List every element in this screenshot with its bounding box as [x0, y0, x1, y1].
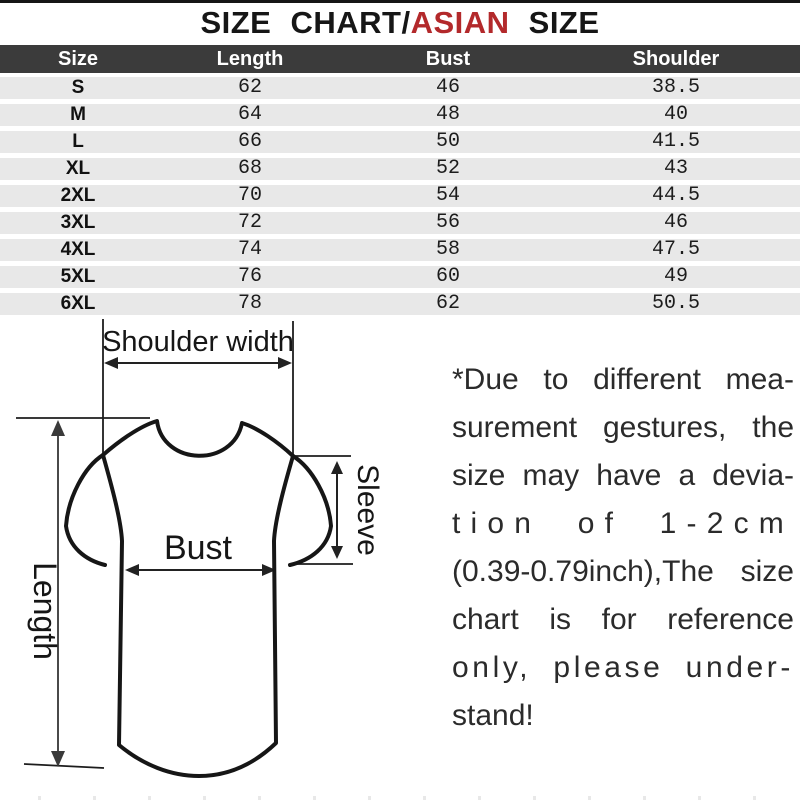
note-text: *Due to different mea-surement gestures,…	[452, 356, 794, 740]
table-row: S 62 46 38.5	[0, 75, 800, 104]
size-cell: L	[0, 128, 156, 158]
value-cell: 47.5	[552, 236, 800, 266]
header-row: Size Length Bust Shoulder	[0, 45, 800, 77]
value-cell: 60	[344, 263, 552, 293]
size-table-header: Size Length Bust Shoulder	[0, 45, 800, 77]
value-cell: 54	[344, 182, 552, 212]
value-cell: 78	[156, 290, 344, 320]
title-suffix: SIZE	[509, 5, 600, 40]
header-size: Size	[0, 45, 156, 77]
title-highlight: ASIAN	[410, 5, 510, 40]
value-cell: 58	[344, 236, 552, 266]
tshirt-measurement-diagram: Shoulder width Bust Length Sleeve	[16, 319, 384, 778]
value-cell: 49	[552, 263, 800, 293]
size-cell: 2XL	[0, 182, 156, 212]
value-cell: 50	[344, 128, 552, 158]
value-cell: 50.5	[552, 290, 800, 320]
value-cell: 52	[344, 155, 552, 185]
value-cell: 64	[156, 101, 344, 131]
size-cell: 4XL	[0, 236, 156, 266]
note-line: *Due to different mea-	[452, 363, 794, 396]
table-row: XL 68 52 43	[0, 155, 800, 185]
value-cell: 62	[156, 75, 344, 104]
sleeve-label: Sleeve	[351, 464, 384, 556]
header-bust: Bust	[344, 45, 552, 77]
note-line: stand!	[452, 699, 534, 732]
table-row: 3XL 72 56 46	[0, 209, 800, 239]
size-cell: XL	[0, 155, 156, 185]
value-cell: 43	[552, 155, 800, 185]
value-cell: 62	[344, 290, 552, 320]
page-title: SIZE CHART/ASIAN SIZE	[0, 5, 800, 41]
table-row: 5XL 76 60 49	[0, 263, 800, 293]
size-cell: S	[0, 75, 156, 104]
value-cell: 76	[156, 263, 344, 293]
size-cell: 6XL	[0, 290, 156, 320]
size-table: Size Length Bust Shoulder S 62 46 38.5 M 64 48…	[0, 45, 800, 320]
value-cell: 70	[156, 182, 344, 212]
note-line: surement gestures, the	[452, 411, 794, 444]
value-cell: 38.5	[552, 75, 800, 104]
table-row: 2XL 70 54 44.5	[0, 182, 800, 212]
note-line: (0.39-0.79inch),The size	[452, 555, 794, 588]
value-cell: 72	[156, 209, 344, 239]
value-cell: 48	[344, 101, 552, 131]
bottom-tick-marks	[0, 796, 800, 800]
value-cell: 46	[552, 209, 800, 239]
size-cell: 3XL	[0, 209, 156, 239]
bust-label: Bust	[164, 529, 233, 567]
size-table-body: S 62 46 38.5 M 64 48 40 L 66 50 41.5 XL 68 52 43 2XL 70 54…	[0, 75, 800, 320]
size-cell: M	[0, 101, 156, 131]
note-line: tion of 1-2cm	[452, 507, 794, 540]
value-cell: 46	[344, 75, 552, 104]
length-label: Length	[27, 562, 63, 660]
shoulder-width-label: Shoulder width	[102, 326, 294, 358]
value-cell: 41.5	[552, 128, 800, 158]
value-cell: 56	[344, 209, 552, 239]
title-prefix: SIZE CHART/	[200, 5, 411, 40]
value-cell: 66	[156, 128, 344, 158]
table-row: 4XL 74 58 47.5	[0, 236, 800, 266]
size-cell: 5XL	[0, 263, 156, 293]
value-cell: 44.5	[552, 182, 800, 212]
table-row: L 66 50 41.5	[0, 128, 800, 158]
value-cell: 68	[156, 155, 344, 185]
table-row: M 64 48 40	[0, 101, 800, 131]
note-line: size may have a devia-	[452, 459, 794, 492]
table-row: 6XL 78 62 50.5	[0, 290, 800, 320]
header-shoulder: Shoulder	[552, 45, 800, 77]
header-length: Length	[156, 45, 344, 77]
value-cell: 74	[156, 236, 344, 266]
note-line: chart is for reference	[452, 603, 794, 636]
note-line: only, please under-	[452, 651, 794, 684]
value-cell: 40	[552, 101, 800, 131]
top-border-line	[0, 0, 800, 3]
